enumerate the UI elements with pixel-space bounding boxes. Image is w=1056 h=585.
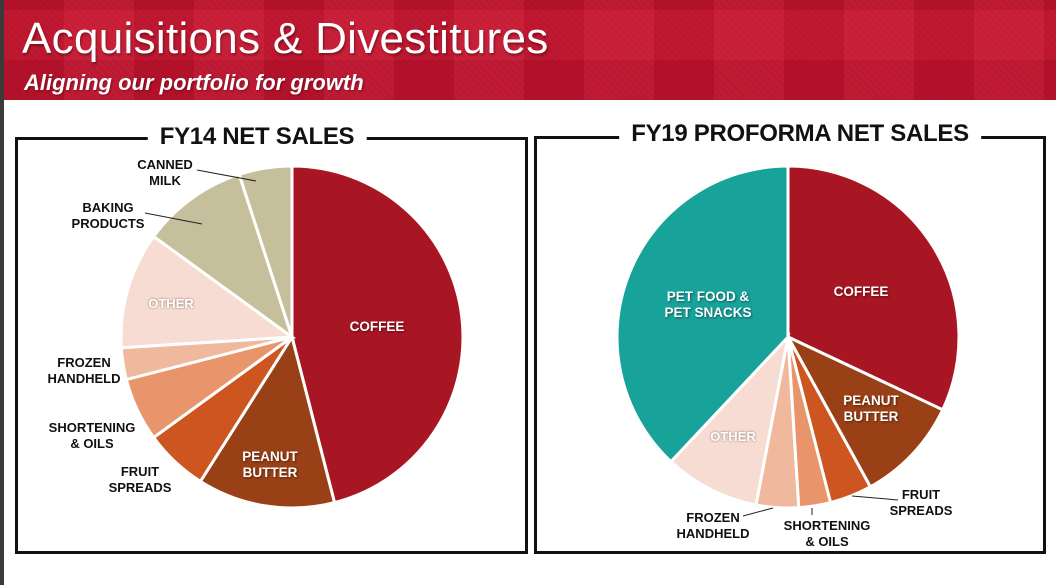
- fy14-slice-other: [119, 234, 297, 350]
- fy19-slice-coffee: [786, 164, 961, 412]
- fy14-label-shortening-oils: SHORTENING & OILS: [48, 420, 136, 451]
- fy14-label-peanut-butter: PEANUT BUTTER: [242, 449, 298, 480]
- fy19-slice-other: [668, 332, 791, 507]
- fy19-slice-pet-food-pet-snacks: [615, 164, 790, 464]
- fy19-label-fruit-spreads: FRUIT SPREADS: [889, 487, 953, 518]
- fy14-chart-title: FY14 NET SALES: [147, 123, 367, 151]
- fy14-slice-baking-products: [151, 172, 295, 341]
- fy14-slice-peanut-butter: [198, 333, 337, 510]
- fy14-label-baking-products: BAKING PRODUCTS: [71, 200, 145, 231]
- fy14-slice-coffee: [290, 164, 465, 505]
- fy19-label-shortening-oils: SHORTENING & OILS: [783, 518, 871, 549]
- fy14-label-coffee: COFFEE: [349, 319, 405, 334]
- slide-title: Acquisitions & Divestitures: [22, 14, 549, 63]
- fy19-label-peanut-butter: PEANUT BUTTER: [843, 393, 899, 424]
- fy19-label-pet-food-pet-snacks: PET FOOD & PET SNACKS: [664, 289, 752, 320]
- fy19-label-other: OTHER: [710, 429, 756, 444]
- fy19-chart-title: FY19 PROFORMA NET SALES: [619, 120, 981, 148]
- leader-line: [742, 507, 774, 517]
- fy14-label-canned-milk: CANNED MILK: [137, 157, 193, 188]
- fy19-label-frozen-handheld: FROZEN HANDHELD: [676, 510, 750, 541]
- fy14-slice-canned-milk: [237, 164, 294, 338]
- leader-line: [851, 495, 899, 501]
- fy14-label-other: OTHER: [148, 296, 194, 311]
- window-edge: [0, 0, 4, 585]
- leader-line: [144, 212, 203, 225]
- fy19-label-coffee: COFFEE: [833, 284, 889, 299]
- slide-header: Acquisitions & Divestitures Aligning our…: [4, 0, 1056, 100]
- fy14-label-frozen-handheld: FROZEN HANDHELD: [47, 355, 121, 386]
- leader-line: [196, 169, 257, 182]
- fy14-label-fruit-spreads: FRUIT SPREADS: [108, 464, 172, 495]
- slide-subtitle: Aligning our portfolio for growth: [24, 70, 364, 95]
- fy19-slice-peanut-butter: [784, 333, 945, 489]
